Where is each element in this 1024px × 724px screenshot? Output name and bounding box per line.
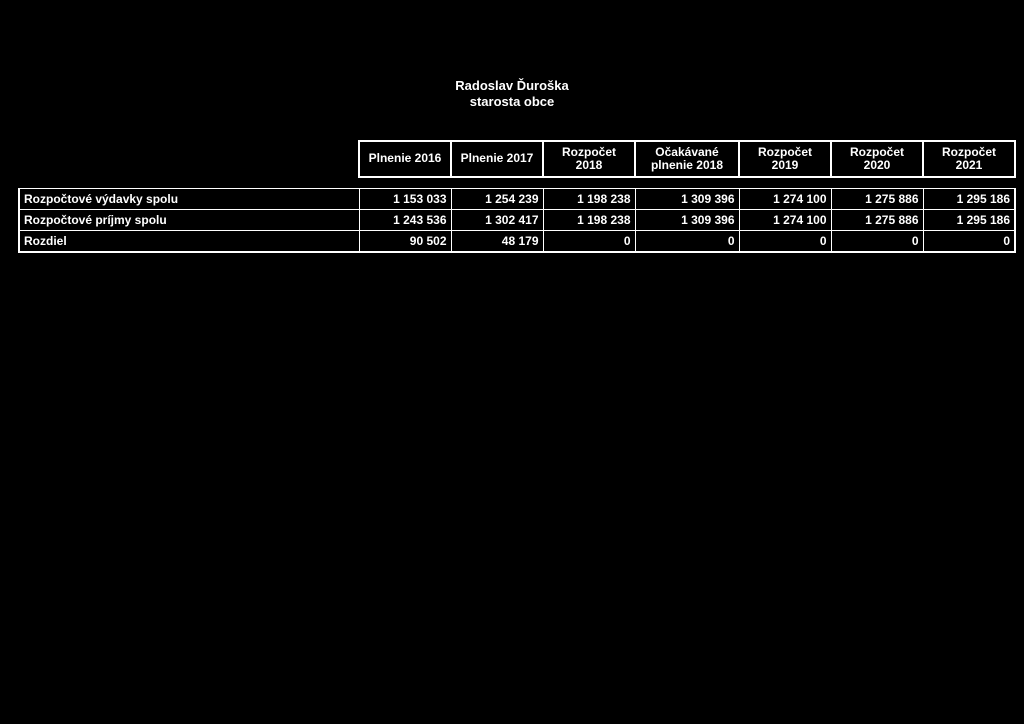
cell: 1 274 100 bbox=[739, 189, 831, 210]
signature-name: Radoslav Ďuroška bbox=[455, 78, 568, 93]
col-header: Očakávané plnenie 2018 bbox=[635, 141, 739, 177]
cell: 1 198 238 bbox=[543, 189, 635, 210]
cell: 1 275 886 bbox=[831, 189, 923, 210]
header-empty bbox=[19, 141, 359, 177]
page: Radoslav Ďuroška starosta obce Pl bbox=[0, 0, 1024, 724]
table-row: Rozpočtové výdavky spolu 1 153 033 1 254… bbox=[19, 189, 1015, 210]
cell: 0 bbox=[923, 231, 1015, 253]
col-header-line1: Plnenie 2016 bbox=[369, 151, 442, 165]
col-header-line2: plnenie 2018 bbox=[651, 158, 723, 172]
col-header-line1: Očakávané bbox=[655, 145, 718, 159]
col-header: Rozpočet 2021 bbox=[923, 141, 1015, 177]
col-header-line2: 2021 bbox=[956, 158, 983, 172]
col-header: Rozpočet 2020 bbox=[831, 141, 923, 177]
col-header: Rozpočet 2018 bbox=[543, 141, 635, 177]
budget-summary-table-wrap: Plnenie 2016 Plnenie 2017 Rozpočet 2018 bbox=[18, 140, 1006, 253]
cell: 1 198 238 bbox=[543, 210, 635, 231]
cell: 1 243 536 bbox=[359, 210, 451, 231]
cell: 48 179 bbox=[451, 231, 543, 253]
cell: 1 295 186 bbox=[923, 189, 1015, 210]
table-row: Rozdiel 90 502 48 179 0 0 0 0 0 bbox=[19, 231, 1015, 253]
table-row: Rozpočtové príjmy spolu 1 243 536 1 302 … bbox=[19, 210, 1015, 231]
col-header: Rozpočet 2019 bbox=[739, 141, 831, 177]
signature-role: starosta obce bbox=[470, 94, 555, 109]
table-header: Plnenie 2016 Plnenie 2017 Rozpočet 2018 bbox=[19, 141, 1015, 177]
cell: 90 502 bbox=[359, 231, 451, 253]
cell: 1 274 100 bbox=[739, 210, 831, 231]
col-header-line2: 2019 bbox=[772, 158, 799, 172]
cell: 1 302 417 bbox=[451, 210, 543, 231]
col-header-line1: Rozpočet bbox=[758, 145, 812, 159]
signature-block: Radoslav Ďuroška starosta obce bbox=[0, 78, 1024, 111]
cell: 1 295 186 bbox=[923, 210, 1015, 231]
cell: 1 309 396 bbox=[635, 189, 739, 210]
spacer-row bbox=[19, 177, 1015, 189]
cell: 0 bbox=[831, 231, 923, 253]
col-header-line1: Rozpočet bbox=[942, 145, 996, 159]
cell: 0 bbox=[739, 231, 831, 253]
table-body: Rozpočtové výdavky spolu 1 153 033 1 254… bbox=[19, 177, 1015, 252]
cell: 0 bbox=[543, 231, 635, 253]
col-header-line2: 2018 bbox=[576, 158, 603, 172]
budget-summary-table: Plnenie 2016 Plnenie 2017 Rozpočet 2018 bbox=[18, 140, 1016, 253]
cell: 0 bbox=[635, 231, 739, 253]
col-header: Plnenie 2016 bbox=[359, 141, 451, 177]
cell: 1 254 239 bbox=[451, 189, 543, 210]
col-header-line1: Plnenie 2017 bbox=[461, 151, 534, 165]
row-label: Rozdiel bbox=[19, 231, 359, 253]
row-label: Rozpočtové výdavky spolu bbox=[19, 189, 359, 210]
col-header-line2: 2020 bbox=[864, 158, 891, 172]
row-label: Rozpočtové príjmy spolu bbox=[19, 210, 359, 231]
cell: 1 153 033 bbox=[359, 189, 451, 210]
col-header: Plnenie 2017 bbox=[451, 141, 543, 177]
cell: 1 309 396 bbox=[635, 210, 739, 231]
cell: 1 275 886 bbox=[831, 210, 923, 231]
col-header-line1: Rozpočet bbox=[850, 145, 904, 159]
col-header-line1: Rozpočet bbox=[562, 145, 616, 159]
